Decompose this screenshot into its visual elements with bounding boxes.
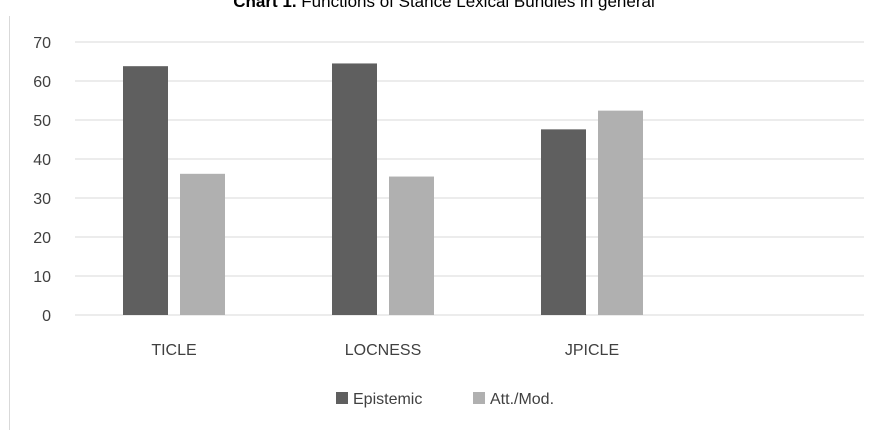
bar-jpicle-att-mod xyxy=(598,110,643,315)
y-tick-label: 50 xyxy=(33,113,51,130)
chart-title-label: Chart 1. xyxy=(233,0,296,11)
bars xyxy=(123,63,643,316)
bar-locness-att-mod xyxy=(389,176,434,315)
y-tick-label: 20 xyxy=(33,230,51,247)
legend-label-epistemic: Epistemic xyxy=(353,391,422,408)
legend-label-att-mod: Att./Mod. xyxy=(490,391,554,408)
x-tick-label: LOCNESS xyxy=(345,342,421,359)
bar-ticle-epistemic xyxy=(123,66,168,316)
legend: Epistemic Att./Mod. xyxy=(336,391,554,408)
x-tick-label: TICLE xyxy=(151,342,196,359)
chart-title: Chart 1. Functions of Stance Lexical Bun… xyxy=(233,0,654,11)
legend-swatch-epistemic xyxy=(336,392,348,404)
bar-jpicle-epistemic xyxy=(541,129,586,315)
y-tick-label: 30 xyxy=(33,191,51,208)
y-axis-tick-labels: 0 10 20 30 40 50 60 70 xyxy=(33,35,51,325)
bar-ticle-att-mod xyxy=(180,173,225,315)
bar-locness-epistemic xyxy=(332,63,377,316)
y-tick-label: 40 xyxy=(33,152,51,169)
x-axis-tick-labels: TICLE LOCNESS JPICLE xyxy=(151,342,619,359)
y-tick-label: 10 xyxy=(33,269,51,286)
legend-swatch-att-mod xyxy=(473,392,485,404)
y-tick-label: 0 xyxy=(42,308,51,325)
x-tick-label: JPICLE xyxy=(565,342,619,359)
y-tick-label: 60 xyxy=(33,74,51,91)
chart-title-text: Functions of Stance Lexical Bundles in g… xyxy=(297,0,655,11)
y-tick-label: 70 xyxy=(33,35,51,52)
